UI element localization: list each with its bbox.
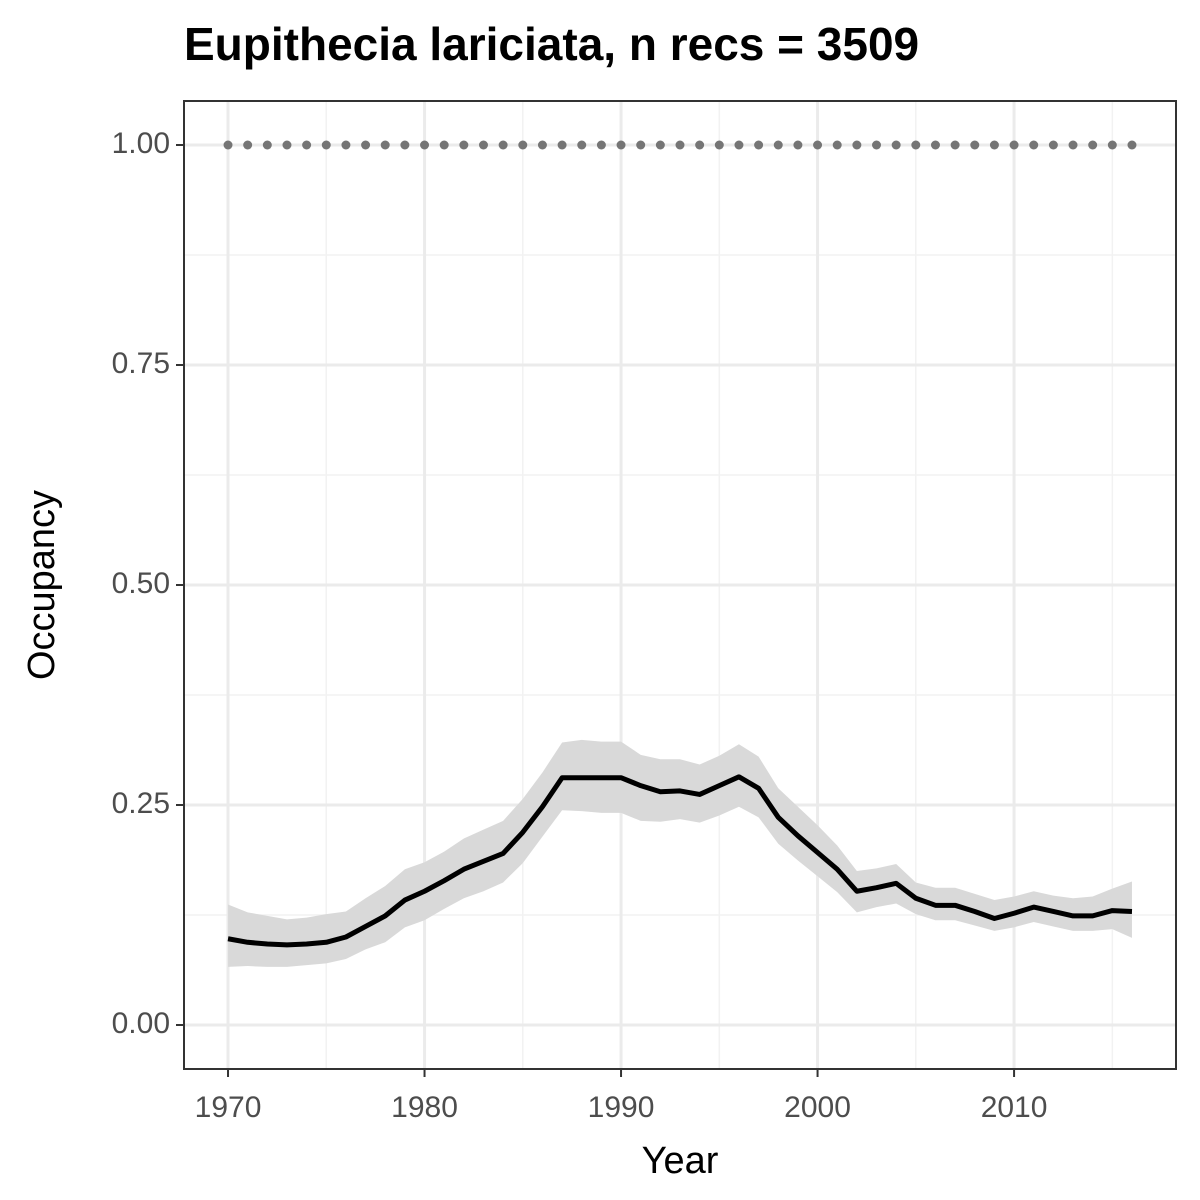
reference-point [989,140,999,150]
reference-point [400,140,410,150]
reference-point [773,140,783,150]
y-axis-title: Occupancy [21,490,63,680]
reference-point [302,140,312,150]
reference-point [872,140,882,150]
reference-point [636,140,646,150]
reference-point [439,140,449,150]
reference-point [341,140,351,150]
reference-point [714,140,724,150]
y-tick-label: 0.75 [112,347,170,380]
reference-point [852,140,862,150]
reference-point [970,140,980,150]
reference-point [380,140,390,150]
chart-title: Eupithecia lariciata, n recs = 3509 [184,18,919,70]
reference-point [262,140,272,150]
y-tick-label: 0.50 [112,567,170,600]
reference-point [537,140,547,150]
reference-point [1009,140,1019,150]
reference-point [243,140,253,150]
y-tick-label: 0.25 [112,787,170,820]
x-tick-label: 1970 [195,1091,262,1124]
reference-point [1068,140,1078,150]
reference-point [321,140,331,150]
reference-point [911,140,921,150]
reference-point [891,140,901,150]
reference-point [478,140,488,150]
x-tick-label: 2010 [981,1091,1048,1124]
reference-point [734,140,744,150]
panel-border [183,100,1177,1070]
reference-point [1029,140,1039,150]
reference-point [596,140,606,150]
reference-point [832,140,842,150]
reference-point [557,140,567,150]
y-tick-label: 0.00 [112,1007,170,1040]
reference-point [223,140,233,150]
reference-point [577,140,587,150]
reference-point [1088,140,1098,150]
x-tick-label: 1990 [588,1091,655,1124]
reference-point [616,140,626,150]
reference-point [950,140,960,150]
reference-point [459,140,469,150]
reference-point [361,140,371,150]
y-tick-label: 1.00 [112,127,170,160]
x-tick-label: 1980 [391,1091,458,1124]
reference-point [518,140,528,150]
reference-point [695,140,705,150]
reference-point [754,140,764,150]
reference-point [498,140,508,150]
reference-point [675,140,685,150]
reference-point [793,140,803,150]
reference-point [282,140,292,150]
reference-point [1107,140,1117,150]
x-tick-label: 2000 [784,1091,851,1124]
reference-point [1048,140,1058,150]
occupancy-line [227,774,1133,948]
reference-point [655,140,665,150]
reference-point [930,140,940,150]
x-axis-title: Year [642,1140,719,1182]
reference-point [420,140,430,150]
reference-point [1127,140,1137,150]
reference-point [813,140,823,150]
